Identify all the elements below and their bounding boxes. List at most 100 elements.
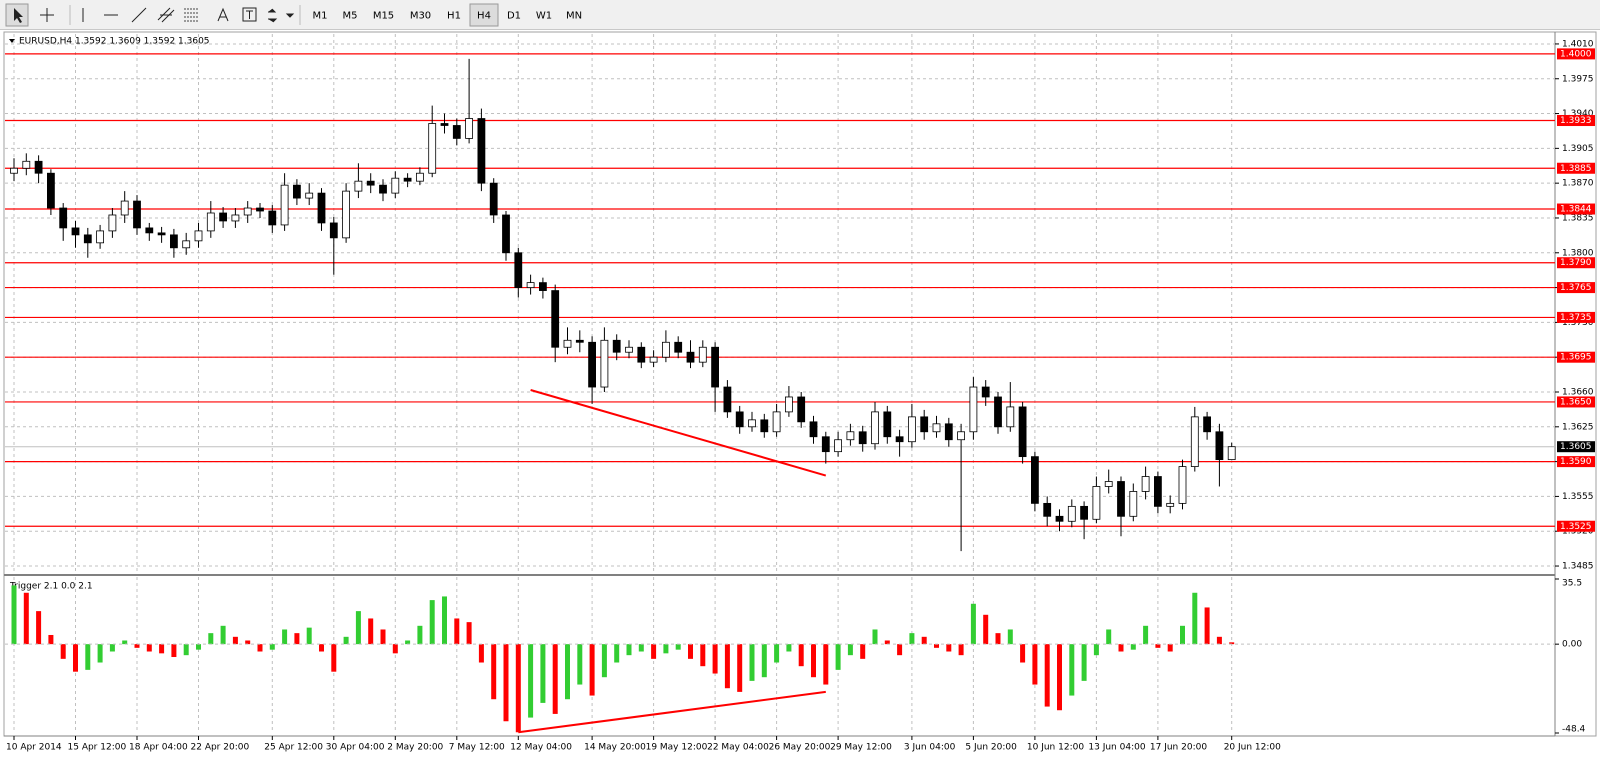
timeframe-button[interactable]: M15 bbox=[373, 11, 394, 22]
candle-body bbox=[981, 386, 990, 398]
x-tick-label: 25 Apr 12:00 bbox=[264, 743, 323, 753]
timeframe-button[interactable]: MN bbox=[566, 11, 582, 22]
candle-body bbox=[452, 125, 461, 139]
candle-body bbox=[465, 118, 474, 139]
text-tool[interactable] bbox=[217, 7, 229, 22]
candle-body bbox=[1104, 481, 1113, 487]
candle-body bbox=[1055, 515, 1064, 522]
fibonacci-tool[interactable] bbox=[184, 8, 198, 22]
candle-body bbox=[96, 230, 104, 244]
x-tick-label: 2 May 20:00 bbox=[387, 743, 443, 753]
candle-body bbox=[711, 346, 719, 388]
timeframe-button[interactable]: D1 bbox=[507, 11, 521, 22]
candle-body bbox=[539, 282, 547, 291]
level-label-box bbox=[1557, 396, 1595, 408]
level-label: 1.3790 bbox=[1560, 258, 1592, 268]
histogram-bar bbox=[355, 611, 361, 645]
histogram-bar bbox=[1106, 629, 1112, 645]
candle-body bbox=[662, 341, 670, 358]
histogram-bar bbox=[774, 644, 780, 663]
timeframe-label: M1 bbox=[313, 11, 328, 22]
histogram-bar bbox=[995, 633, 1001, 645]
channel-tool[interactable] bbox=[157, 7, 175, 23]
y-tick-label: 1.3555 bbox=[1562, 492, 1594, 502]
level-label: 1.3695 bbox=[1560, 353, 1592, 363]
histogram-bar bbox=[921, 636, 927, 645]
level-label: 1.3590 bbox=[1560, 457, 1592, 467]
y-tick-label: 1.3660 bbox=[1562, 388, 1594, 398]
trendline bbox=[530, 389, 827, 477]
chart-window: EURUSD,H4 1.3592 1.3609 1.3592 1.3605 Tr… bbox=[3, 31, 1597, 737]
histogram-bar bbox=[466, 622, 472, 645]
x-tick-label: 14 May 20:00 bbox=[584, 743, 646, 753]
histogram-bar bbox=[306, 627, 312, 645]
timeframe-button[interactable]: M1 bbox=[313, 11, 328, 22]
timeframe-button[interactable]: M30 bbox=[410, 11, 431, 22]
candle-body bbox=[797, 396, 806, 423]
histogram-bar bbox=[97, 644, 103, 663]
histogram-bar bbox=[282, 629, 288, 645]
level-label: 1.3933 bbox=[1560, 116, 1592, 126]
histogram-bar bbox=[146, 644, 152, 652]
candle-body bbox=[108, 214, 117, 232]
candle-body bbox=[883, 411, 892, 438]
histogram-bar bbox=[11, 585, 17, 645]
y-tick-label: 1.3905 bbox=[1562, 144, 1594, 154]
candle-body bbox=[698, 346, 707, 363]
indicator-name: Trigger 2.1 0.0 2.1 bbox=[9, 582, 93, 592]
histogram-bar bbox=[1180, 625, 1185, 645]
candle-body bbox=[182, 240, 191, 249]
arrows-tool[interactable] bbox=[268, 8, 295, 23]
histogram-bar bbox=[1007, 629, 1013, 645]
histogram-bar bbox=[614, 644, 620, 663]
candle-body bbox=[391, 177, 400, 194]
histogram-bar bbox=[1118, 644, 1124, 652]
timeframe-button[interactable]: H1 bbox=[447, 11, 461, 22]
cursor-tool[interactable] bbox=[5, 3, 29, 27]
histogram-bar bbox=[1020, 644, 1026, 663]
candle-body bbox=[502, 214, 510, 254]
current-price-label: 1.3605 bbox=[1560, 442, 1592, 452]
timeframe-button[interactable]: W1 bbox=[536, 11, 552, 22]
timeframe-button[interactable]: H4 bbox=[469, 3, 499, 27]
level-label: 1.3735 bbox=[1560, 313, 1592, 323]
timeframe-label: M5 bbox=[343, 11, 358, 22]
level-label-box bbox=[1557, 520, 1595, 532]
timeframe-button[interactable]: M5 bbox=[343, 11, 358, 22]
histogram-bar bbox=[749, 644, 755, 681]
candle-body bbox=[834, 439, 842, 453]
crosshair-tool[interactable] bbox=[40, 8, 54, 22]
candle-body bbox=[821, 436, 830, 453]
histogram-bar bbox=[392, 644, 398, 654]
histogram-bar bbox=[724, 644, 730, 689]
timeframe-label: D1 bbox=[507, 11, 521, 22]
candle-body bbox=[280, 184, 289, 226]
histogram-bar bbox=[651, 644, 657, 659]
histogram-bar bbox=[786, 644, 792, 652]
histogram-bar bbox=[884, 640, 890, 645]
candle-body bbox=[1092, 486, 1101, 520]
histogram-bar bbox=[294, 633, 300, 645]
y-tick-label: 1.3835 bbox=[1562, 213, 1594, 223]
level-label-box bbox=[1557, 203, 1595, 215]
x-tick-label: 20 Jun 12:00 bbox=[1224, 743, 1281, 753]
histogram-bar bbox=[909, 633, 915, 645]
histogram-bar bbox=[36, 611, 42, 645]
candle-body bbox=[1117, 481, 1125, 517]
trendline-tool[interactable] bbox=[131, 7, 147, 23]
level-label: 1.3844 bbox=[1560, 205, 1592, 215]
timeframe-label: W1 bbox=[536, 11, 552, 22]
histogram-bar bbox=[663, 644, 669, 654]
candle-body bbox=[588, 341, 596, 388]
timeframe-label: M30 bbox=[410, 11, 431, 22]
candle-body bbox=[34, 160, 43, 174]
candle-body bbox=[1129, 491, 1138, 517]
candle-body bbox=[575, 339, 584, 343]
label-tool[interactable] bbox=[242, 7, 257, 22]
histogram-bar bbox=[958, 644, 964, 656]
candle-body bbox=[895, 436, 904, 443]
histogram-bar bbox=[1192, 592, 1198, 645]
active-button bbox=[469, 3, 499, 27]
candle-body bbox=[1215, 431, 1224, 461]
candle-body bbox=[1080, 505, 1088, 520]
